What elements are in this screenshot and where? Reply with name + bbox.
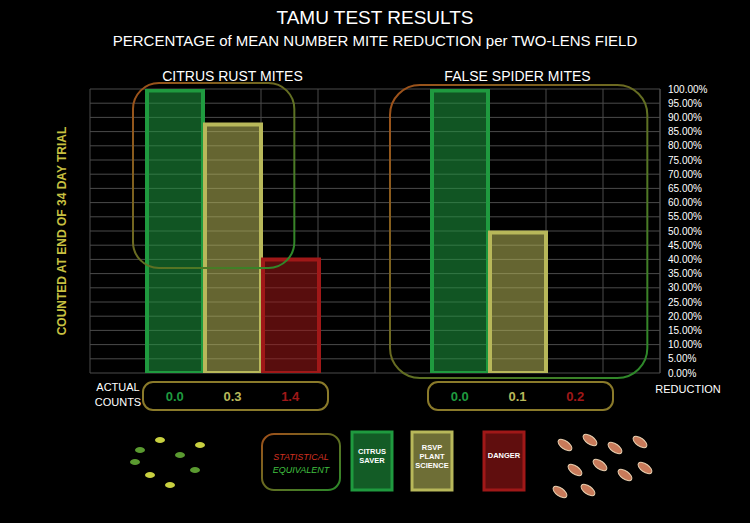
svg-text:75.00%: 75.00% <box>668 155 702 166</box>
svg-text:1.4: 1.4 <box>281 389 300 404</box>
svg-text:85.00%: 85.00% <box>668 126 702 137</box>
svg-text:5.00%: 5.00% <box>668 353 696 364</box>
svg-text:0.2: 0.2 <box>566 389 584 404</box>
svg-text:REDUCTION: REDUCTION <box>655 383 720 395</box>
svg-text:ACTUAL: ACTUAL <box>96 381 139 393</box>
svg-text:55.00%: 55.00% <box>668 211 702 222</box>
svg-text:95.00%: 95.00% <box>668 98 702 109</box>
svg-text:35.00%: 35.00% <box>668 268 702 279</box>
svg-text:RSVP: RSVP <box>422 443 442 452</box>
svg-text:EQUIVALENT: EQUIVALENT <box>273 465 331 475</box>
svg-text:CITRUS: CITRUS <box>358 447 386 456</box>
svg-text:80.00%: 80.00% <box>668 140 702 151</box>
svg-text:50.00%: 50.00% <box>668 226 702 237</box>
svg-text:70.00%: 70.00% <box>668 169 702 180</box>
svg-text:0.0: 0.0 <box>451 389 469 404</box>
svg-text:0.3: 0.3 <box>223 389 241 404</box>
svg-text:0.0: 0.0 <box>166 389 184 404</box>
svg-text:FALSE SPIDER MITES: FALSE SPIDER MITES <box>444 68 590 84</box>
svg-text:40.00%: 40.00% <box>668 254 702 265</box>
svg-text:25.00%: 25.00% <box>668 297 702 308</box>
svg-text:15.00%: 15.00% <box>668 325 702 336</box>
svg-text:0.00%: 0.00% <box>668 368 696 379</box>
svg-text:CITRUS RUST MITES: CITRUS RUST MITES <box>162 68 303 84</box>
svg-text:COUNTED AT END OF 34 DAY TRIAL: COUNTED AT END OF 34 DAY TRIAL <box>55 127 69 336</box>
svg-text:PLANT: PLANT <box>420 452 445 461</box>
svg-text:65.00%: 65.00% <box>668 183 702 194</box>
svg-text:TAMU TEST RESULTS: TAMU TEST RESULTS <box>276 7 473 28</box>
svg-text:30.00%: 30.00% <box>668 282 702 293</box>
svg-text:90.00%: 90.00% <box>668 112 702 123</box>
svg-text:0.1: 0.1 <box>508 389 526 404</box>
svg-text:45.00%: 45.00% <box>668 240 702 251</box>
svg-text:100.00%: 100.00% <box>668 84 708 95</box>
svg-text:DANGER: DANGER <box>488 451 521 460</box>
svg-text:COUNTS: COUNTS <box>95 396 141 408</box>
svg-text:20.00%: 20.00% <box>668 311 702 322</box>
svg-text:STATISTICAL: STATISTICAL <box>273 452 329 462</box>
svg-text:SCIENCE: SCIENCE <box>415 461 448 470</box>
svg-text:SAVER: SAVER <box>359 456 385 465</box>
svg-text:60.00%: 60.00% <box>668 197 702 208</box>
svg-text:10.00%: 10.00% <box>668 339 702 350</box>
svg-text:PERCENTAGE of MEAN NUMBER MITE: PERCENTAGE of MEAN NUMBER MITE REDUCTION… <box>113 32 638 49</box>
